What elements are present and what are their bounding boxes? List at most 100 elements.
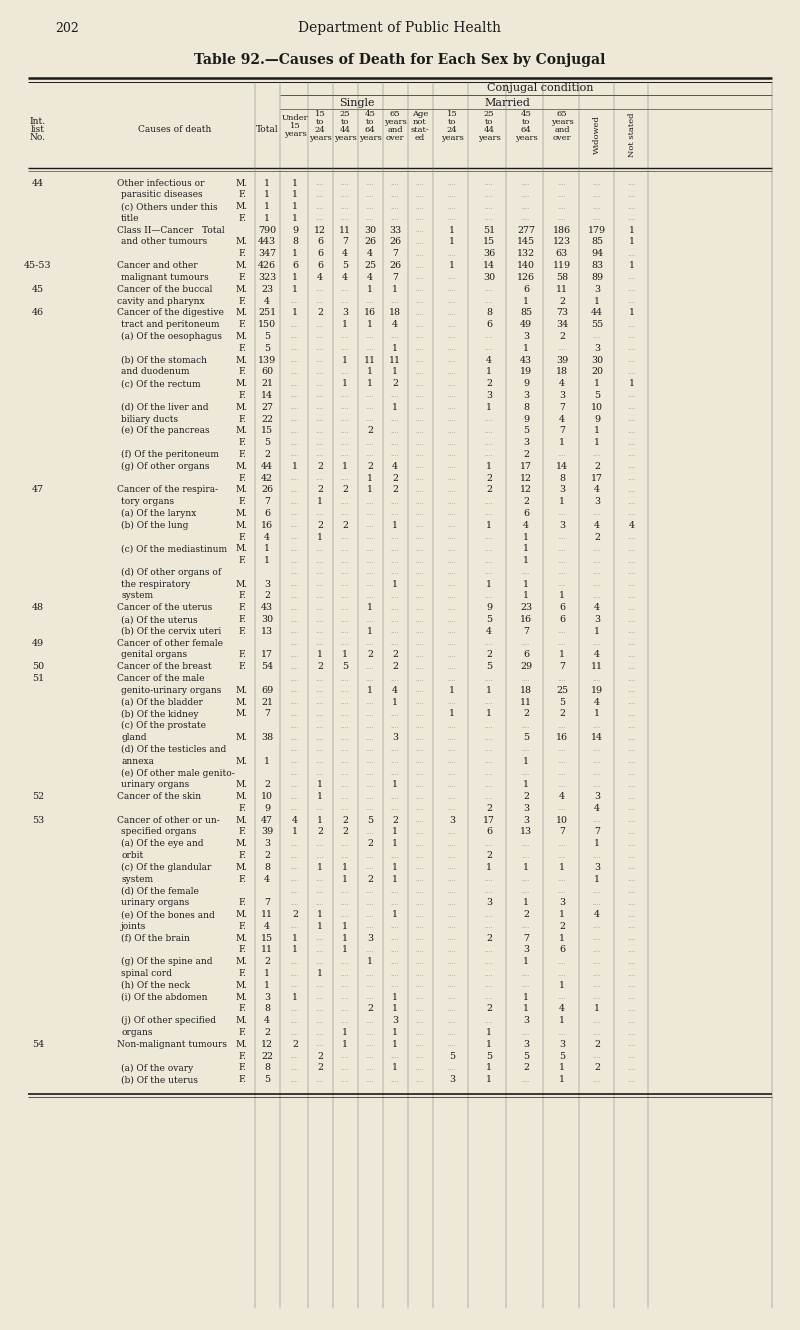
Text: 4: 4 [594, 698, 600, 706]
Text: ....: .... [366, 391, 374, 399]
Text: 2: 2 [292, 910, 298, 919]
Text: ....: .... [290, 344, 299, 352]
Text: 64: 64 [521, 126, 531, 134]
Text: 2: 2 [317, 662, 323, 672]
Text: 44: 44 [261, 462, 273, 471]
Text: 1: 1 [367, 379, 373, 388]
Text: ....: .... [628, 332, 636, 340]
Text: ....: .... [558, 805, 566, 813]
Text: ....: .... [628, 403, 636, 411]
Text: F.: F. [238, 450, 246, 459]
Text: ....: .... [316, 640, 324, 648]
Text: 4: 4 [367, 249, 373, 258]
Text: ....: .... [366, 1017, 374, 1025]
Text: ....: .... [628, 321, 636, 329]
Text: ....: .... [416, 686, 424, 694]
Text: 5: 5 [342, 662, 348, 672]
Text: 1: 1 [342, 946, 348, 955]
Text: ....: .... [316, 439, 324, 447]
Text: 277: 277 [517, 226, 535, 234]
Text: 1: 1 [292, 946, 298, 955]
Text: 16: 16 [520, 614, 532, 624]
Text: 1: 1 [449, 709, 455, 718]
Text: ....: .... [366, 829, 374, 837]
Text: 1: 1 [594, 379, 600, 388]
Text: ....: .... [558, 887, 566, 895]
Text: ....: .... [366, 757, 374, 765]
Text: ....: .... [366, 497, 374, 505]
Text: 1: 1 [392, 875, 398, 883]
Text: ....: .... [416, 887, 424, 895]
Text: 3: 3 [449, 1075, 455, 1084]
Text: 140: 140 [517, 261, 535, 270]
Text: ....: .... [485, 923, 494, 931]
Text: ....: .... [485, 757, 494, 765]
Text: 1: 1 [264, 757, 270, 766]
Text: ....: .... [558, 994, 566, 1001]
Text: 1: 1 [559, 592, 565, 601]
Text: 58: 58 [556, 273, 568, 282]
Text: ....: .... [628, 451, 636, 459]
Text: 3: 3 [523, 946, 529, 955]
Text: 5: 5 [449, 1052, 455, 1061]
Text: 1: 1 [629, 261, 635, 270]
Text: 1: 1 [264, 214, 270, 223]
Text: orbit: orbit [121, 851, 143, 861]
Text: 1: 1 [317, 922, 323, 931]
Text: ....: .... [593, 982, 602, 990]
Text: ....: .... [390, 640, 399, 648]
Text: 16: 16 [556, 733, 568, 742]
Text: F.: F. [238, 321, 246, 329]
Text: 2: 2 [594, 1064, 600, 1072]
Text: Cancer of other female: Cancer of other female [117, 638, 223, 648]
Text: ....: .... [366, 592, 374, 600]
Text: ....: .... [448, 674, 456, 682]
Text: M.: M. [236, 379, 248, 388]
Text: ....: .... [341, 769, 350, 777]
Text: ....: .... [416, 958, 424, 966]
Text: ....: .... [628, 851, 636, 859]
Text: ....: .... [448, 1028, 456, 1036]
Text: 1: 1 [486, 863, 492, 872]
Text: ....: .... [485, 887, 494, 895]
Text: ....: .... [448, 757, 456, 765]
Text: ....: .... [558, 202, 566, 210]
Text: M.: M. [236, 309, 248, 318]
Text: ....: .... [290, 415, 299, 423]
Text: F.: F. [238, 297, 246, 306]
Text: 1: 1 [342, 650, 348, 660]
Text: ....: .... [316, 1040, 324, 1048]
Text: 11: 11 [261, 910, 273, 919]
Text: (a) Of the bladder: (a) Of the bladder [121, 698, 203, 706]
Text: 29: 29 [520, 662, 532, 672]
Text: 11: 11 [364, 355, 376, 364]
Text: ....: .... [416, 899, 424, 907]
Text: ....: .... [558, 545, 566, 553]
Text: Conjugal condition: Conjugal condition [486, 82, 594, 93]
Text: ....: .... [416, 556, 424, 565]
Text: 1: 1 [264, 190, 270, 200]
Text: ....: .... [628, 698, 636, 706]
Text: ....: .... [290, 592, 299, 600]
Text: ....: .... [290, 379, 299, 387]
Text: 15: 15 [261, 427, 273, 435]
Text: specified organs: specified organs [121, 827, 196, 837]
Text: ....: .... [290, 769, 299, 777]
Text: ....: .... [485, 415, 494, 423]
Text: 43: 43 [520, 355, 532, 364]
Text: F.: F. [238, 190, 246, 200]
Text: 1: 1 [449, 686, 455, 694]
Text: 12: 12 [314, 226, 326, 234]
Text: ....: .... [416, 994, 424, 1001]
Text: ....: .... [416, 356, 424, 364]
Text: ....: .... [316, 686, 324, 694]
Text: 2: 2 [594, 1040, 600, 1049]
Text: 1: 1 [559, 982, 565, 990]
Text: ....: .... [290, 580, 299, 588]
Text: ....: .... [341, 580, 350, 588]
Text: ....: .... [448, 829, 456, 837]
Text: ....: .... [416, 309, 424, 317]
Text: ....: .... [290, 686, 299, 694]
Text: ....: .... [341, 970, 350, 978]
Text: ....: .... [390, 332, 399, 340]
